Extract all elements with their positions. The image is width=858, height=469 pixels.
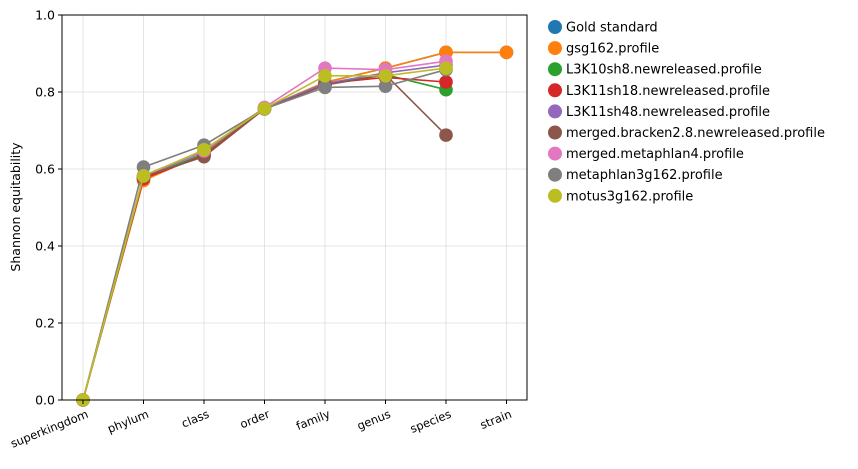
- x-tick-label: order: [238, 407, 272, 432]
- legend-label: merged.metaphlan4.profile: [566, 147, 744, 162]
- legend-entry: metaphlan3g162.profile: [548, 167, 723, 183]
- legend-marker: [548, 83, 562, 98]
- data-point: [439, 128, 453, 142]
- series-line: [82, 51, 507, 401]
- data-point: [257, 101, 272, 116]
- data-point: [318, 80, 332, 95]
- legend-entry: L3K11sh18.newreleased.profile: [548, 83, 770, 99]
- data-point: [499, 45, 514, 60]
- data-point: [439, 61, 453, 75]
- legend-marker: [548, 188, 562, 203]
- data-point: [378, 79, 393, 94]
- series-0: [76, 45, 514, 407]
- legend-marker: [548, 167, 562, 182]
- legend-entry: merged.metaphlan4.profile: [548, 146, 744, 162]
- data-point: [197, 142, 211, 157]
- legend-marker: [548, 146, 562, 161]
- x-tick-label: species: [408, 407, 453, 436]
- y-tick-label: 1.0: [35, 8, 55, 23]
- series-layer: [76, 45, 514, 407]
- legend-label: motus3g162.profile: [566, 189, 693, 204]
- y-tick-label: 0.2: [35, 316, 55, 331]
- legend-label: gsg162.profile: [566, 42, 659, 57]
- legend-label: L3K11sh18.newreleased.profile: [566, 84, 770, 99]
- legend-label: merged.bracken2.8.newreleased.profile: [566, 126, 825, 141]
- grid: [62, 14, 527, 401]
- x-tick-label: class: [179, 407, 211, 431]
- x-tick-label: genus: [355, 407, 393, 433]
- series-8: [76, 61, 453, 407]
- legend-entry: motus3g162.profile: [548, 188, 693, 204]
- data-point: [378, 69, 393, 83]
- x-tick-label: superkingdom: [9, 407, 91, 451]
- legend-marker: [548, 125, 562, 140]
- x-tick-label: family: [294, 407, 332, 433]
- legend-marker: [548, 62, 562, 77]
- legend-entry: L3K10sh8.newreleased.profile: [548, 62, 762, 78]
- legend-entry: merged.bracken2.8.newreleased.profile: [548, 125, 825, 141]
- y-tick-label: 0.0: [35, 393, 55, 408]
- legend-marker: [548, 20, 562, 34]
- legend-entry: L3K11sh48.newreleased.profile: [548, 104, 770, 120]
- legend-marker: [548, 41, 562, 56]
- legend-entry: gsg162.profile: [548, 41, 659, 57]
- y-axis: 0.0 0.2 0.4 0.6 0.8 1.0: [35, 8, 62, 408]
- legend-label: metaphlan3g162.profile: [566, 168, 723, 183]
- x-tick-label: strain: [478, 407, 514, 432]
- legend-entry: Gold standard: [548, 20, 658, 36]
- legend-label: L3K10sh8.newreleased.profile: [566, 63, 762, 78]
- x-tick-label: phylum: [105, 407, 150, 436]
- legend-label: L3K11sh48.newreleased.profile: [566, 105, 770, 120]
- legend-marker: [548, 104, 562, 119]
- y-axis-label: Shannon equitability: [8, 142, 23, 272]
- y-tick-label: 0.6: [35, 162, 55, 177]
- y-tick-label: 0.8: [35, 85, 55, 100]
- legend: Gold standard gsg162.profile L3K10sh8.newr…: [548, 20, 825, 204]
- y-tick-label: 0.4: [35, 239, 55, 254]
- data-point: [318, 69, 332, 83]
- x-axis: superkingdom phylum class order family genus s…: [9, 400, 514, 451]
- series-1: [76, 45, 514, 407]
- series-line: [82, 51, 507, 401]
- plot-frame: [61, 14, 528, 401]
- legend-label: Gold standard: [566, 21, 658, 36]
- data-point: [136, 169, 151, 183]
- data-point: [439, 75, 453, 89]
